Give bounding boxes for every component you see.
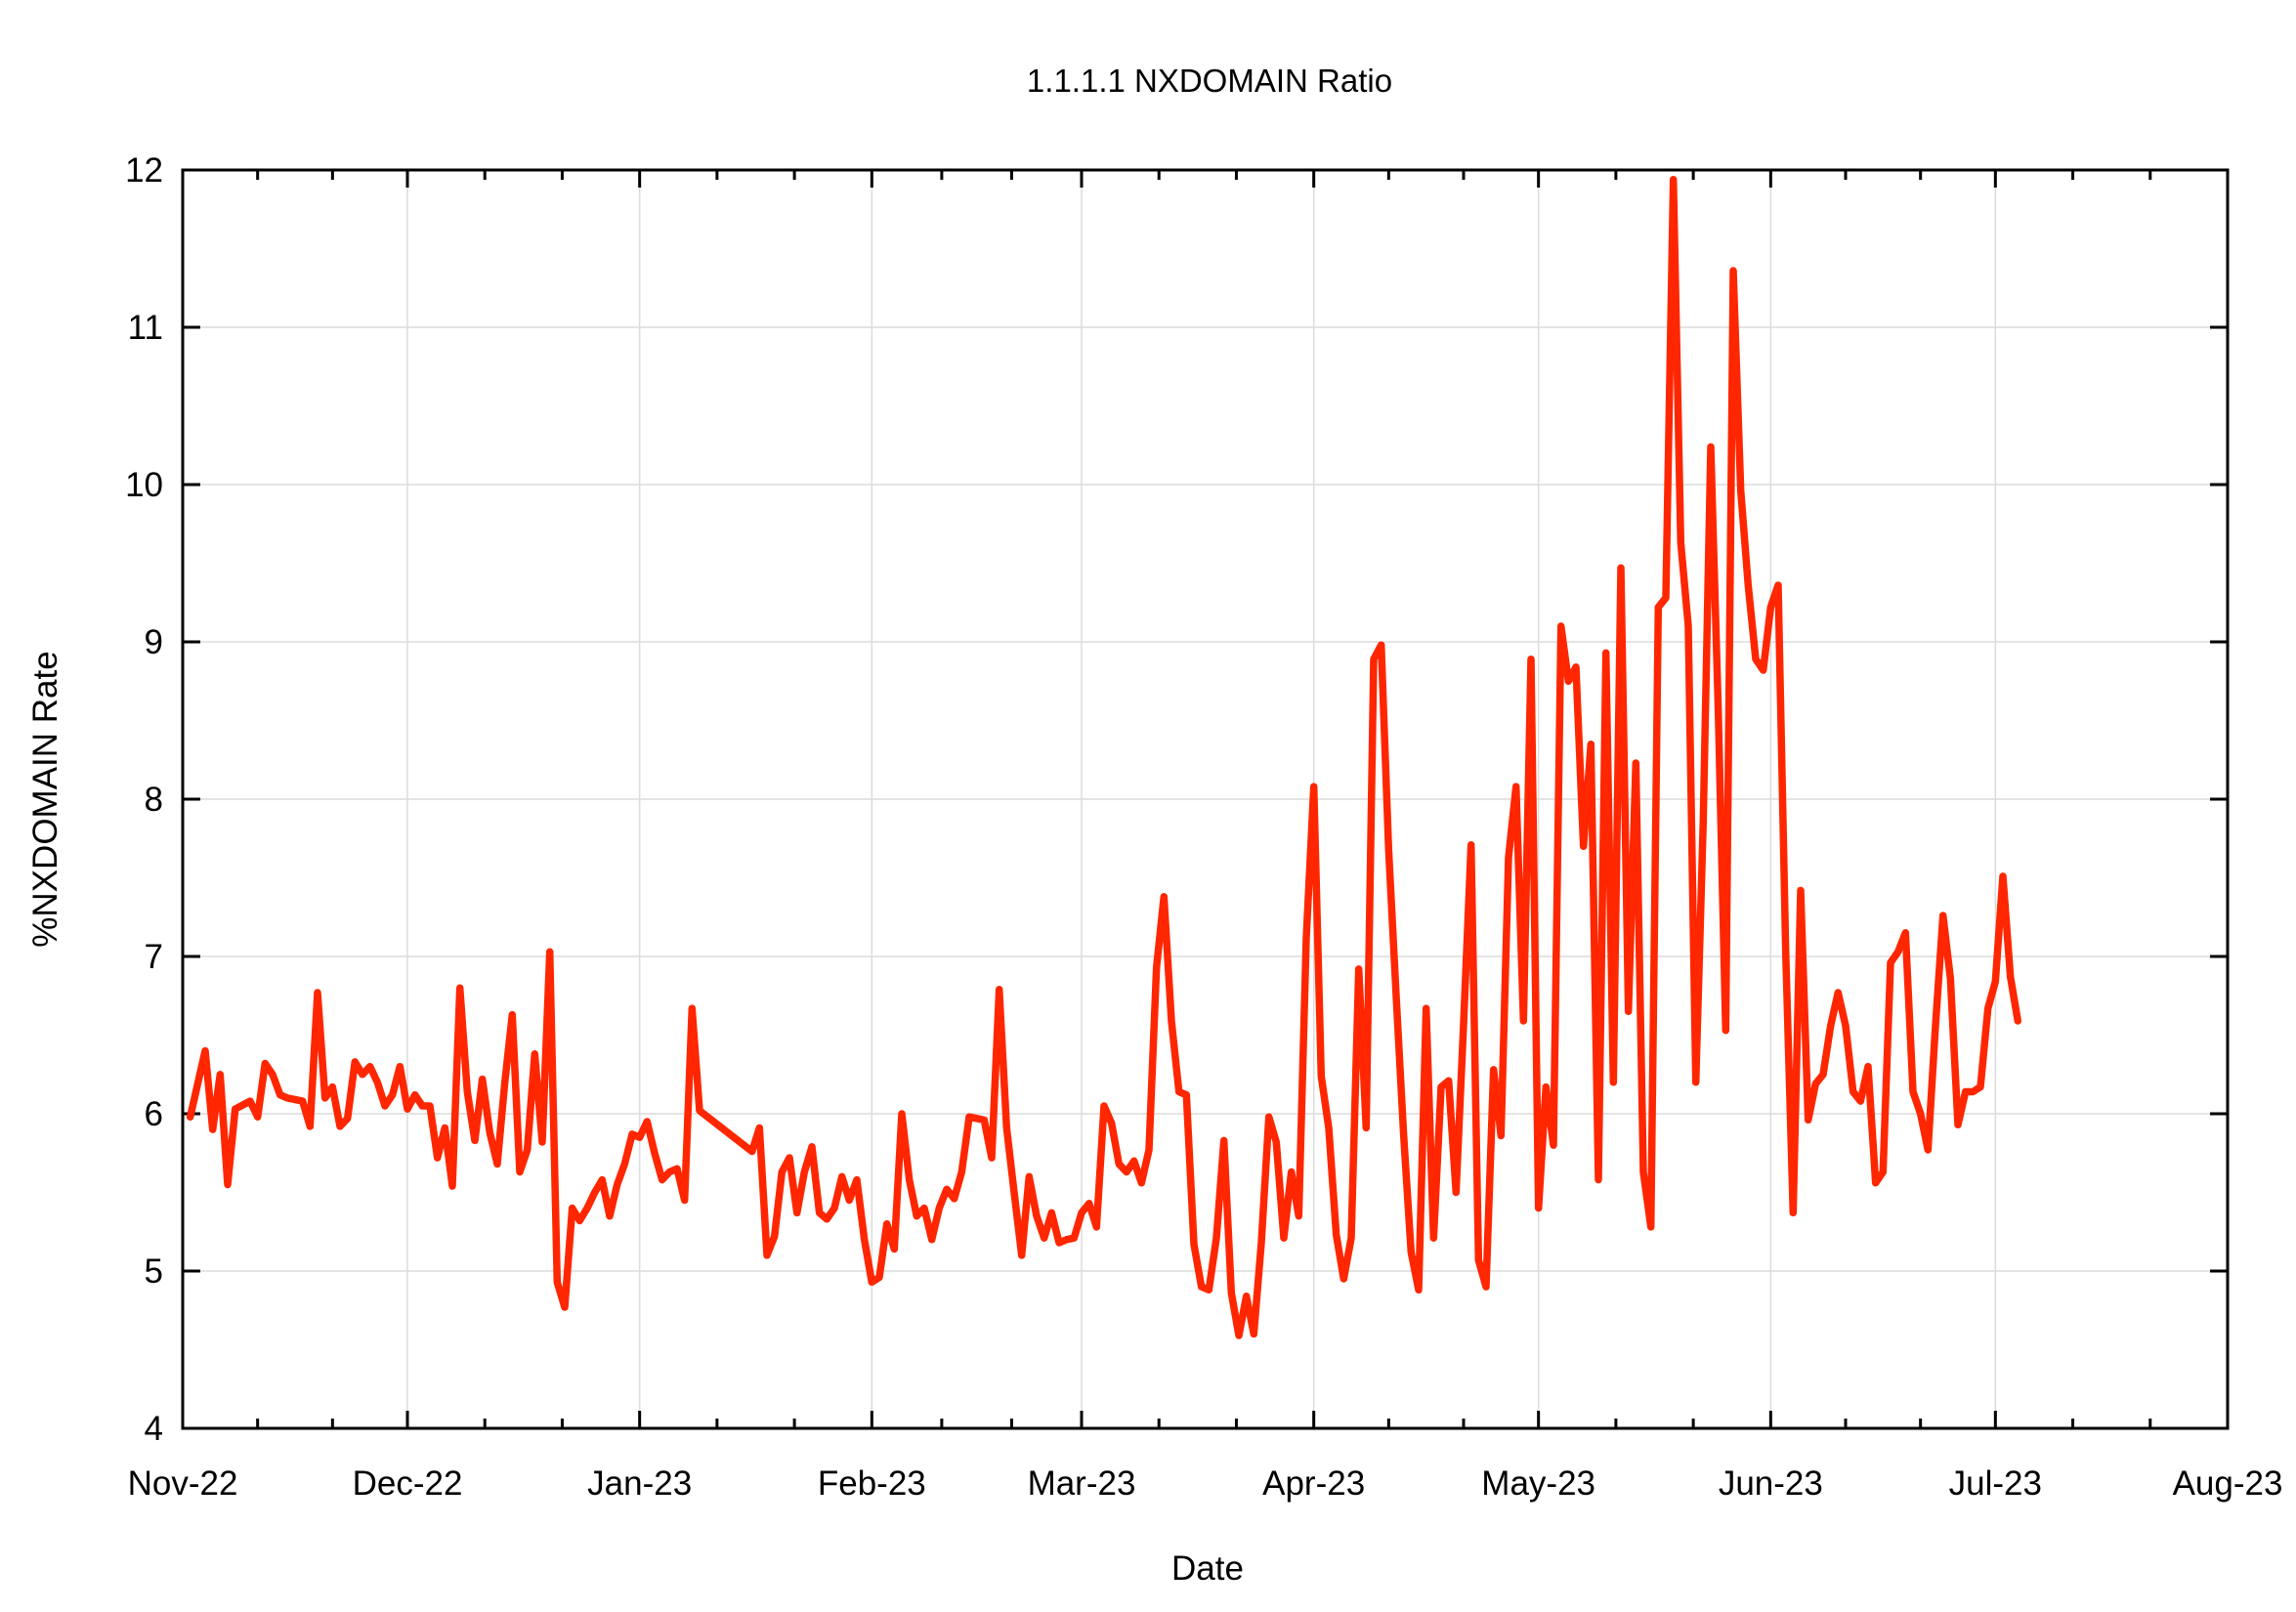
gridlines — [182, 169, 2229, 1429]
nxdomain-rate-line — [186, 175, 2022, 1339]
y-tick-label: 8 — [145, 781, 163, 819]
series-layer — [186, 175, 2022, 1339]
y-tick-label: 10 — [125, 466, 163, 504]
tick-labels: Nov-22 Dec-22 Jan-23 Feb-23 Mar-23 Apr-23 May-… — [125, 151, 2282, 1503]
y-tick-label: 4 — [145, 1410, 163, 1448]
x-tick-label: Jun-23 — [1719, 1464, 1823, 1503]
x-tick-label: Mar-23 — [1028, 1464, 1136, 1503]
x-tick-label: Feb-23 — [818, 1464, 926, 1503]
x-tick-label: Apr-23 — [1262, 1464, 1365, 1503]
plot-frame — [181, 168, 2230, 1430]
chart-title: 1.1.1.1 NXDOMAIN Ratio — [1027, 63, 1392, 99]
x-axis-label: Date — [1171, 1549, 1244, 1588]
y-tick-label: 12 — [125, 151, 163, 190]
x-tick-label: Jul-23 — [1949, 1464, 2042, 1503]
x-tick-label: Jan-23 — [587, 1464, 692, 1503]
y-tick-label: 11 — [128, 309, 163, 347]
x-tick-label: Nov-22 — [128, 1464, 238, 1503]
x-tick-label: Dec-22 — [353, 1464, 463, 1503]
y-tick-label: 9 — [145, 623, 163, 661]
y-tick-label: 7 — [145, 938, 163, 976]
x-tick-label: May-23 — [1481, 1464, 1595, 1503]
y-tick-label: 5 — [145, 1252, 163, 1291]
y-axis-label: %NXDOMAIN Rate — [26, 651, 64, 947]
y-tick-label: 6 — [145, 1095, 163, 1133]
x-tick-label: Aug-23 — [2173, 1464, 2283, 1503]
